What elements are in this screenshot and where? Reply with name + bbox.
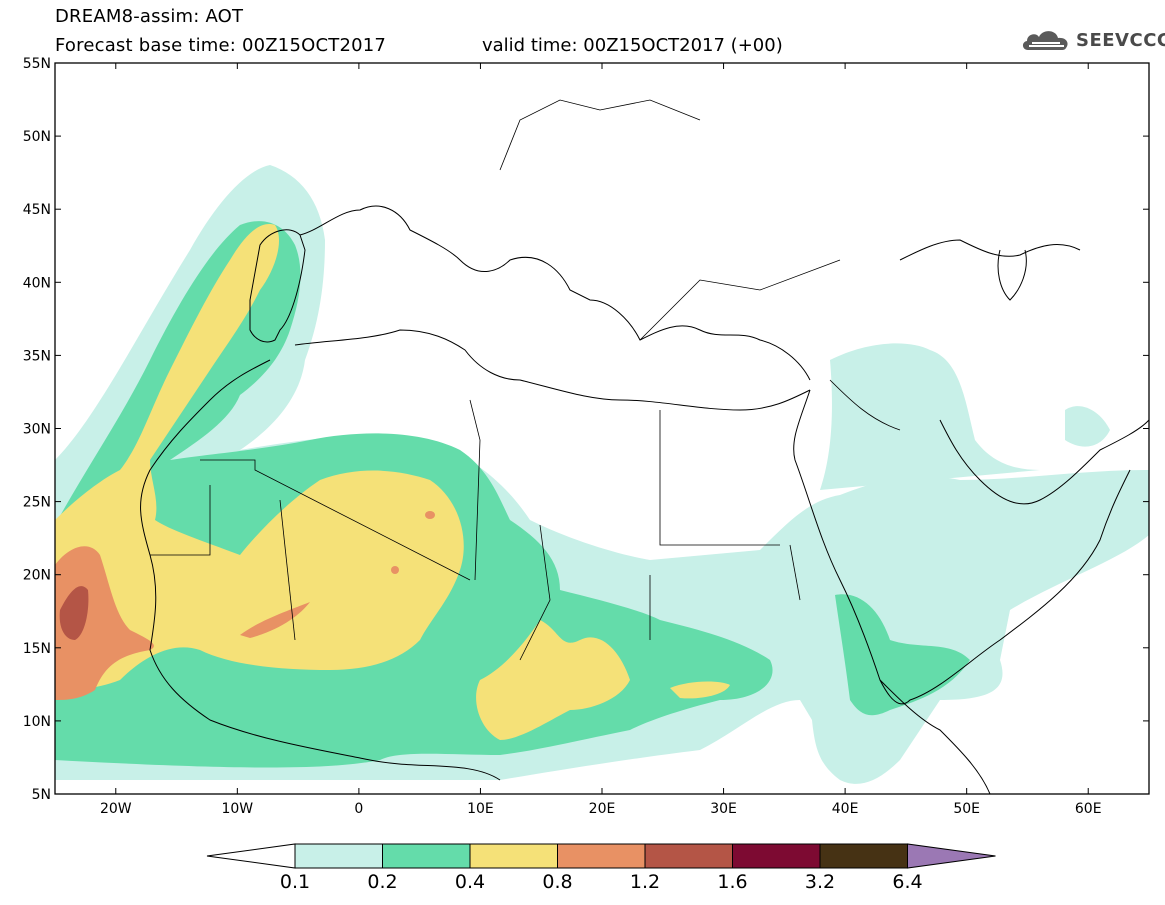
lat-tick-label: 50N	[23, 129, 51, 145]
latitude-axis: 55N 50N 45N 40N 35N 30N 25N 20N 15N 10N 5N	[23, 56, 1149, 803]
colorbar-label: 6.4	[892, 871, 922, 893]
colorbar-bin	[382, 843, 471, 869]
valid-time: valid time: 00Z15OCT2017 (+00)	[482, 35, 783, 56]
lon-tick-label: 0	[354, 801, 363, 817]
lon-tick-label: 10W	[221, 801, 253, 817]
map-title: DREAM8-assim: AOT	[55, 6, 244, 27]
aot-contour-0.4	[55, 224, 730, 740]
colorbar-bin	[557, 843, 646, 869]
lon-tick-label: 20W	[100, 801, 132, 817]
colorbar-label: 1.2	[630, 871, 660, 893]
colorbar-label: 3.2	[805, 871, 835, 893]
aot-contour-1.2	[59, 586, 89, 640]
lon-tick-label: 10E	[467, 801, 494, 817]
lat-tick-label: 15N	[23, 641, 51, 657]
aot-contour-0.8	[55, 511, 435, 700]
colorbar-bin	[819, 843, 908, 869]
lat-tick-label: 5N	[32, 787, 51, 803]
colorbar-label: 1.6	[717, 871, 747, 893]
forecast-base-time: Forecast base time: 00Z15OCT2017	[55, 35, 387, 56]
lon-tick-label: 30E	[710, 801, 737, 817]
colorbar-label: 0.4	[455, 871, 485, 893]
coastlines	[140, 205, 1149, 794]
colorbar-bin	[469, 843, 558, 869]
colorbar-under-arrow	[206, 843, 296, 869]
lon-tick-label: 20E	[589, 801, 616, 817]
colorbar-label: 0.1	[280, 871, 310, 893]
lon-tick-label: 40E	[832, 801, 859, 817]
colorbar-bin	[732, 843, 821, 869]
lon-tick-label: 50E	[953, 801, 980, 817]
lat-tick-label: 10N	[23, 714, 51, 730]
colorbar-bin	[644, 843, 733, 869]
country-borders	[150, 99, 901, 661]
colorbar: 0.1 0.2 0.4 0.8 1.2 1.6 3.2 6.4	[206, 843, 996, 893]
aot-field	[55, 165, 1149, 784]
lat-tick-label: 40N	[23, 275, 51, 291]
cloud-icon	[1022, 31, 1068, 50]
colorbar-bin	[294, 843, 383, 869]
lat-tick-label: 45N	[23, 202, 51, 218]
lat-tick-label: 25N	[23, 495, 51, 511]
logo-text: SEEVCCC	[1076, 29, 1165, 51]
lat-tick-label: 30N	[23, 422, 51, 438]
lat-tick-label: 55N	[23, 56, 51, 72]
colorbar-over-arrow	[907, 843, 996, 869]
seevccc-logo: SEEVCCC	[1020, 26, 1165, 54]
longitude-axis: 20W 10W 0 10E 20E 30E 40E 50E 60E	[100, 63, 1102, 817]
colorbar-label: 0.2	[367, 871, 397, 893]
lat-tick-label: 20N	[23, 568, 51, 584]
lat-tick-label: 35N	[23, 348, 51, 364]
lon-tick-label: 60E	[1075, 801, 1102, 817]
colorbar-label: 0.8	[542, 871, 572, 893]
